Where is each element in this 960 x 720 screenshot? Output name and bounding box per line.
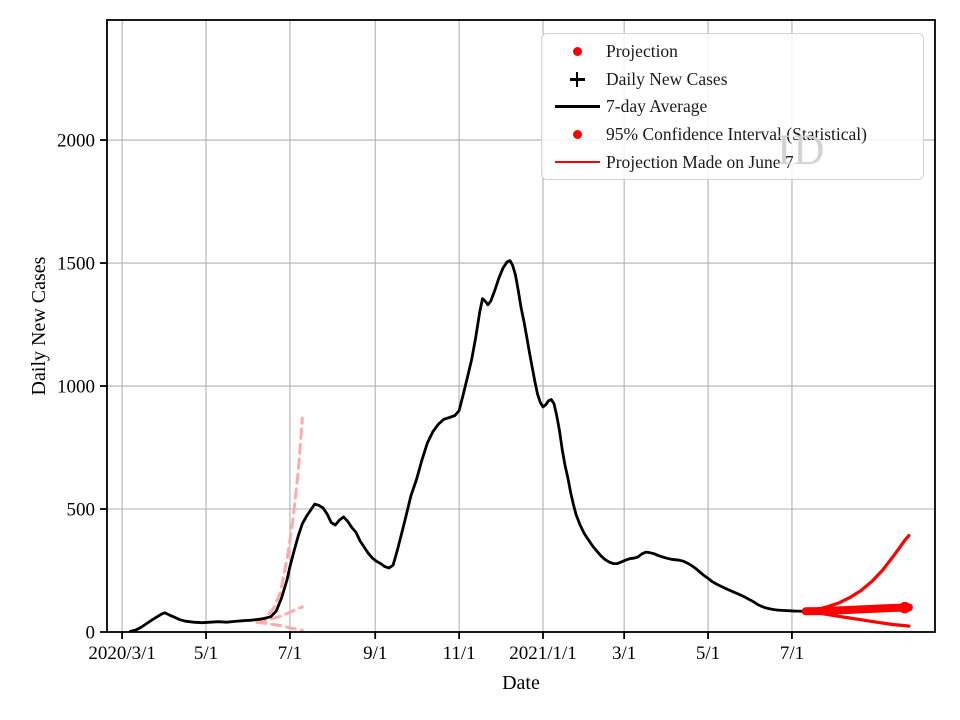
legend-item: Projection: [548, 38, 917, 66]
june7-projection-dashed-line: [255, 605, 304, 624]
legend-label: Projection Made on June 7: [606, 151, 794, 172]
y-tick-label: 0: [86, 623, 96, 644]
legend-dot-icon: [548, 47, 606, 57]
seven-day-average-line: [129, 259, 805, 633]
plot-border: [106, 19, 936, 633]
x-tick-label: 2020/3/1: [88, 643, 156, 664]
y-axis-title: Daily New Cases: [28, 256, 50, 396]
x-tick-label: 5/1: [194, 643, 218, 664]
legend-plus-icon: [548, 71, 606, 87]
legend-label: 7-day Average: [606, 96, 708, 117]
legend-label: Projection: [606, 41, 678, 62]
x-tick-label: 7/1: [278, 643, 302, 664]
x-tick-label: 3/1: [612, 643, 636, 664]
projection-dot-band: [801, 603, 913, 616]
june7-projection-dashed-line: [255, 416, 304, 624]
x-axis-title: Date: [502, 672, 540, 694]
projection-end-dot: [898, 601, 911, 614]
x-tick-label: 5/1: [696, 643, 720, 664]
june7-projection-dashed-line: [255, 620, 304, 632]
legend-label: Daily New Cases: [606, 68, 728, 89]
y-tick-label: 1000: [57, 377, 95, 398]
y-tick-label: 1500: [57, 254, 95, 275]
legend-item: Daily New Cases: [548, 66, 917, 94]
legend-item: Projection Made on June 7: [548, 148, 917, 176]
x-tick-label: 7/1: [780, 643, 804, 664]
y-tick-label: 500: [67, 500, 96, 521]
legend-line-icon: [548, 161, 606, 164]
confidence-interval-line: [804, 534, 911, 613]
x-tick-label: 2021/1/1: [509, 643, 577, 664]
legend-label: 95% Confidence Interval (Statistical): [606, 124, 867, 145]
legend-item: 7-day Average: [548, 93, 917, 121]
x-tick-label: 9/1: [363, 643, 387, 664]
y-tick-label: 2000: [57, 131, 95, 152]
legend-item: 95% Confidence Interval (Statistical): [548, 121, 917, 149]
x-tick-label: 11/1: [443, 643, 476, 664]
legend-dot-icon: [548, 130, 606, 140]
legend-box: Projection Daily New Cases 7-day Average 95…: [541, 33, 924, 180]
legend-line-icon: [548, 105, 606, 109]
